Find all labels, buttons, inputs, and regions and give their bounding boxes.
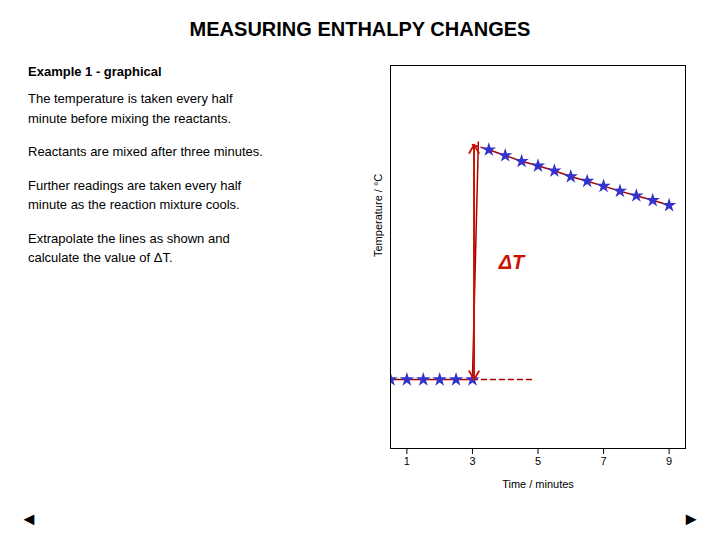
- html-text:Reactants are mixed after thre: Reactants are mixed after three minutes.: [28, 144, 263, 159]
- html-text:Further readings are taken eve: Further readings are taken every half: [28, 177, 242, 193]
- html-text:Extrapolate the lines as shown: Extrapolate the lines as shown and: [28, 230, 230, 246]
- svg-text:3: 3: [469, 455, 475, 467]
- svg-text:ΔT: ΔT: [498, 251, 526, 273]
- html-text:The temperature is taken every: The temperature is taken every half: [28, 91, 233, 106]
- svg-text:5: 5: [535, 455, 541, 467]
- svg-text:Temperature / °C: Temperature / °C: [372, 174, 384, 257]
- svg-text:7: 7: [600, 455, 606, 467]
- svg-text:1: 1: [404, 455, 410, 467]
- svg-text:Time / minutes: Time / minutes: [502, 478, 574, 490]
- html-text:MEASURING ENTHALPY CHANGES: MEASURING ENTHALPY CHANGES: [189, 18, 531, 40]
- svg-text:9: 9: [666, 455, 672, 467]
- html-text:Example 1 - graphical: Example 1 - graphical: [28, 64, 162, 79]
- html-text:minute before mixing the react: minute before mixing the reactants.: [28, 110, 232, 126]
- html-text:calculate the value of ΔT.: calculate the value of ΔT.: [28, 250, 173, 265]
- html-text:minute as the reaction mixture: minute as the reaction mixture cools.: [28, 197, 240, 212]
